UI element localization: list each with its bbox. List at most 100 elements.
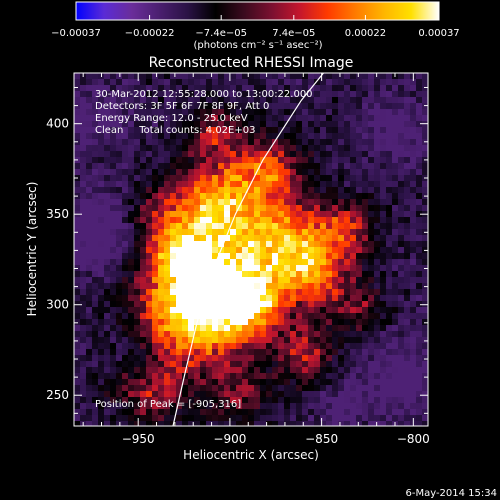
heatmap-cell — [350, 421, 357, 426]
heatmap-cell — [164, 337, 171, 344]
heatmap-cell — [314, 367, 321, 374]
heatmap-cell — [122, 415, 129, 422]
heatmap-cell — [224, 145, 231, 152]
heatmap-cell — [332, 169, 339, 176]
heatmap-cell — [284, 265, 291, 272]
heatmap-cell — [218, 127, 225, 134]
heatmap-cell — [164, 373, 171, 380]
heatmap-cell — [92, 337, 99, 344]
heatmap-cell — [248, 271, 255, 278]
heatmap-cell — [110, 397, 117, 404]
heatmap-cell — [404, 133, 411, 140]
heatmap-cell — [110, 361, 117, 368]
heatmap-cell — [386, 199, 393, 206]
heatmap-cell — [254, 319, 261, 326]
heatmap-cell — [302, 205, 309, 212]
heatmap-cell — [398, 169, 405, 176]
heatmap-cell — [338, 331, 345, 338]
heatmap-cell — [374, 127, 381, 134]
heatmap-cell — [110, 73, 117, 80]
heatmap-cell — [200, 127, 207, 134]
heatmap-cell — [86, 403, 93, 410]
heatmap-cell — [314, 121, 321, 128]
heatmap-cell — [188, 367, 195, 374]
heatmap-cell — [230, 157, 237, 164]
heatmap-cell — [116, 385, 123, 392]
heatmap-cell — [146, 331, 153, 338]
heatmap-cell — [380, 301, 387, 308]
heatmap-cell — [380, 181, 387, 188]
heatmap-cell — [338, 139, 345, 146]
heatmap-cell — [308, 79, 315, 86]
heatmap-cell — [266, 205, 273, 212]
heatmap-cell — [236, 85, 243, 92]
heatmap-cell — [170, 301, 177, 308]
heatmap-cell — [110, 85, 117, 92]
heatmap-cell — [260, 175, 267, 182]
heatmap-cells — [74, 73, 428, 426]
heatmap-cell — [92, 175, 99, 182]
heatmap-cell — [422, 103, 428, 110]
heatmap-cell — [74, 331, 81, 338]
heatmap-cell — [260, 355, 267, 362]
heatmap-cell — [278, 115, 285, 122]
heatmap-cell — [86, 313, 93, 320]
heatmap-cell — [350, 103, 357, 110]
heatmap-cell — [308, 97, 315, 104]
heatmap-cell — [260, 187, 267, 194]
heatmap-cell — [200, 295, 207, 302]
heatmap-cell — [290, 283, 297, 290]
heatmap-cell — [134, 181, 141, 188]
heatmap-cell — [176, 223, 183, 230]
heatmap-cell — [86, 361, 93, 368]
heatmap-cell — [374, 397, 381, 404]
heatmap-cell — [152, 367, 159, 374]
heatmap-cell — [92, 271, 99, 278]
heatmap-cell — [296, 97, 303, 104]
heatmap-cell — [164, 103, 171, 110]
heatmap-cell — [368, 319, 375, 326]
heatmap-cell — [194, 277, 201, 284]
heatmap-cell — [92, 361, 99, 368]
heatmap-cell — [104, 337, 111, 344]
heatmap-cell — [308, 367, 315, 374]
heatmap-cell — [266, 277, 273, 284]
heatmap-cell — [308, 187, 315, 194]
heatmap-cell — [188, 205, 195, 212]
heatmap-cell — [272, 403, 279, 410]
heatmap-cell — [86, 163, 93, 170]
heatmap-cell — [248, 373, 255, 380]
heatmap-cell — [248, 205, 255, 212]
heatmap-cell — [176, 73, 183, 80]
heatmap-cell — [332, 85, 339, 92]
heatmap-cell — [200, 133, 207, 140]
heatmap-cell — [326, 415, 333, 422]
heatmap-cell — [266, 157, 273, 164]
heatmap-cell — [146, 193, 153, 200]
heatmap-cell — [368, 85, 375, 92]
heatmap-cell — [374, 91, 381, 98]
heatmap-cell — [230, 97, 237, 104]
heatmap-cell — [320, 289, 327, 296]
heatmap-cell — [98, 259, 105, 266]
heatmap-cell — [176, 409, 183, 416]
heatmap-cell — [176, 163, 183, 170]
heatmap-cell — [212, 103, 219, 110]
heatmap-cell — [284, 361, 291, 368]
heatmap-cell — [266, 397, 273, 404]
heatmap-cell — [374, 415, 381, 422]
heatmap-cell — [380, 133, 387, 140]
heatmap-cell — [278, 337, 285, 344]
heatmap-cell — [278, 223, 285, 230]
heatmap-cell — [170, 181, 177, 188]
heatmap-cell — [260, 79, 267, 86]
heatmap-cell — [290, 259, 297, 266]
heatmap-cell — [272, 361, 279, 368]
heatmap-cell — [314, 355, 321, 362]
heatmap-cell — [212, 151, 219, 158]
heatmap-cell — [134, 367, 141, 374]
heatmap-cell — [368, 229, 375, 236]
heatmap-cell — [194, 331, 201, 338]
heatmap-cell — [224, 331, 231, 338]
heatmap-cell — [242, 163, 249, 170]
